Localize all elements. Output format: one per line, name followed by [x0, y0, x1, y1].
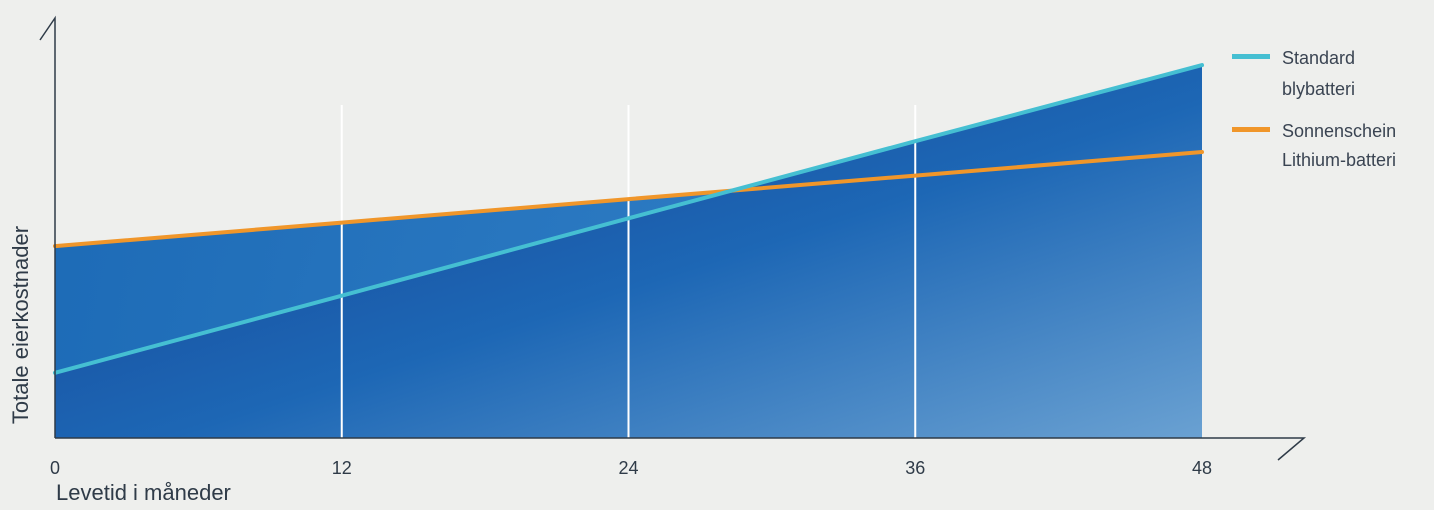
legend-item: Standard blybatteri: [1232, 48, 1355, 99]
legend-label: blybatteri: [1282, 79, 1355, 99]
x-tick-label: 12: [332, 458, 352, 478]
axes: [39, 15, 1307, 461]
y-axis-line: [39, 15, 56, 438]
series-line-standard: [53, 63, 1204, 375]
legend-item: Sonnenschein Lithium-batteri: [1232, 121, 1396, 170]
x-tick-label: 24: [618, 458, 638, 478]
legend-swatch: [1232, 127, 1270, 132]
x-tick-label: 48: [1192, 458, 1212, 478]
legend-label: Sonnenschein: [1282, 121, 1396, 141]
x-tick-label: 0: [50, 458, 60, 478]
x-tick-label: 36: [905, 458, 925, 478]
legend-label: Standard: [1282, 48, 1355, 68]
legend-swatch: [1232, 54, 1270, 59]
x-tick-labels: 0 12 24 36 48: [50, 458, 1212, 478]
y-axis-title: Totale eierkostnader: [8, 226, 33, 424]
x-axis-title: Levetid i måneder: [56, 480, 231, 505]
legend: Standard blybatteri Sonnenschein Lithium-ba…: [1232, 48, 1396, 170]
legend-label: Lithium-batteri: [1282, 150, 1396, 170]
series-line-lithium: [53, 150, 1204, 249]
series-layer: [53, 63, 1204, 375]
x-axis-line: [55, 437, 1307, 461]
grid-layer: [340, 105, 917, 438]
